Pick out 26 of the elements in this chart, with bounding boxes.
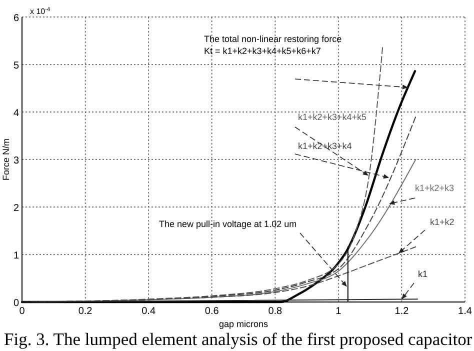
y-tick-label: 4	[13, 108, 20, 119]
text: Kt = k1+k2+k3+k4+k5+k6+k7	[204, 46, 321, 56]
x-tick-label: 0.2	[78, 306, 93, 317]
x-tick-label: 0.4	[142, 306, 156, 317]
x-tick-label: 1.4	[458, 306, 472, 317]
text: x 10$^{-4}$	[30, 7, 50, 16]
series-label: k1+k2+k3	[415, 183, 454, 193]
annotation: The new pull-in voltage at 1.02 um	[159, 219, 297, 229]
y-tick-label: 0	[13, 298, 20, 309]
x-tick-label: 1	[336, 306, 342, 317]
x-tick-label: 1.2	[394, 306, 410, 317]
text: k1+k2	[430, 217, 454, 227]
y-tick-label: 3	[13, 156, 20, 166]
y-tick-label: 6	[13, 13, 20, 24]
text: Fig. 3. The lumped element analysis of the first proposed capacitor	[4, 329, 472, 349]
y-axis-title: Force N/m	[1, 138, 11, 181]
x-tick-label: 0.8	[268, 306, 283, 317]
x-axis-title: gap microns	[218, 319, 269, 329]
text: k1	[418, 269, 428, 279]
y-tick-label: 5	[13, 60, 20, 72]
x-tick-label: 0.6	[204, 306, 220, 317]
text: k1+k2+k3+k4	[298, 141, 352, 151]
y-tick-label: 1	[13, 250, 20, 262]
y-tick-label: 2	[13, 203, 20, 214]
series-label: k1+k2+k3+k4+k5	[298, 112, 367, 122]
annotation: The total non-linear restoring force	[204, 34, 342, 44]
